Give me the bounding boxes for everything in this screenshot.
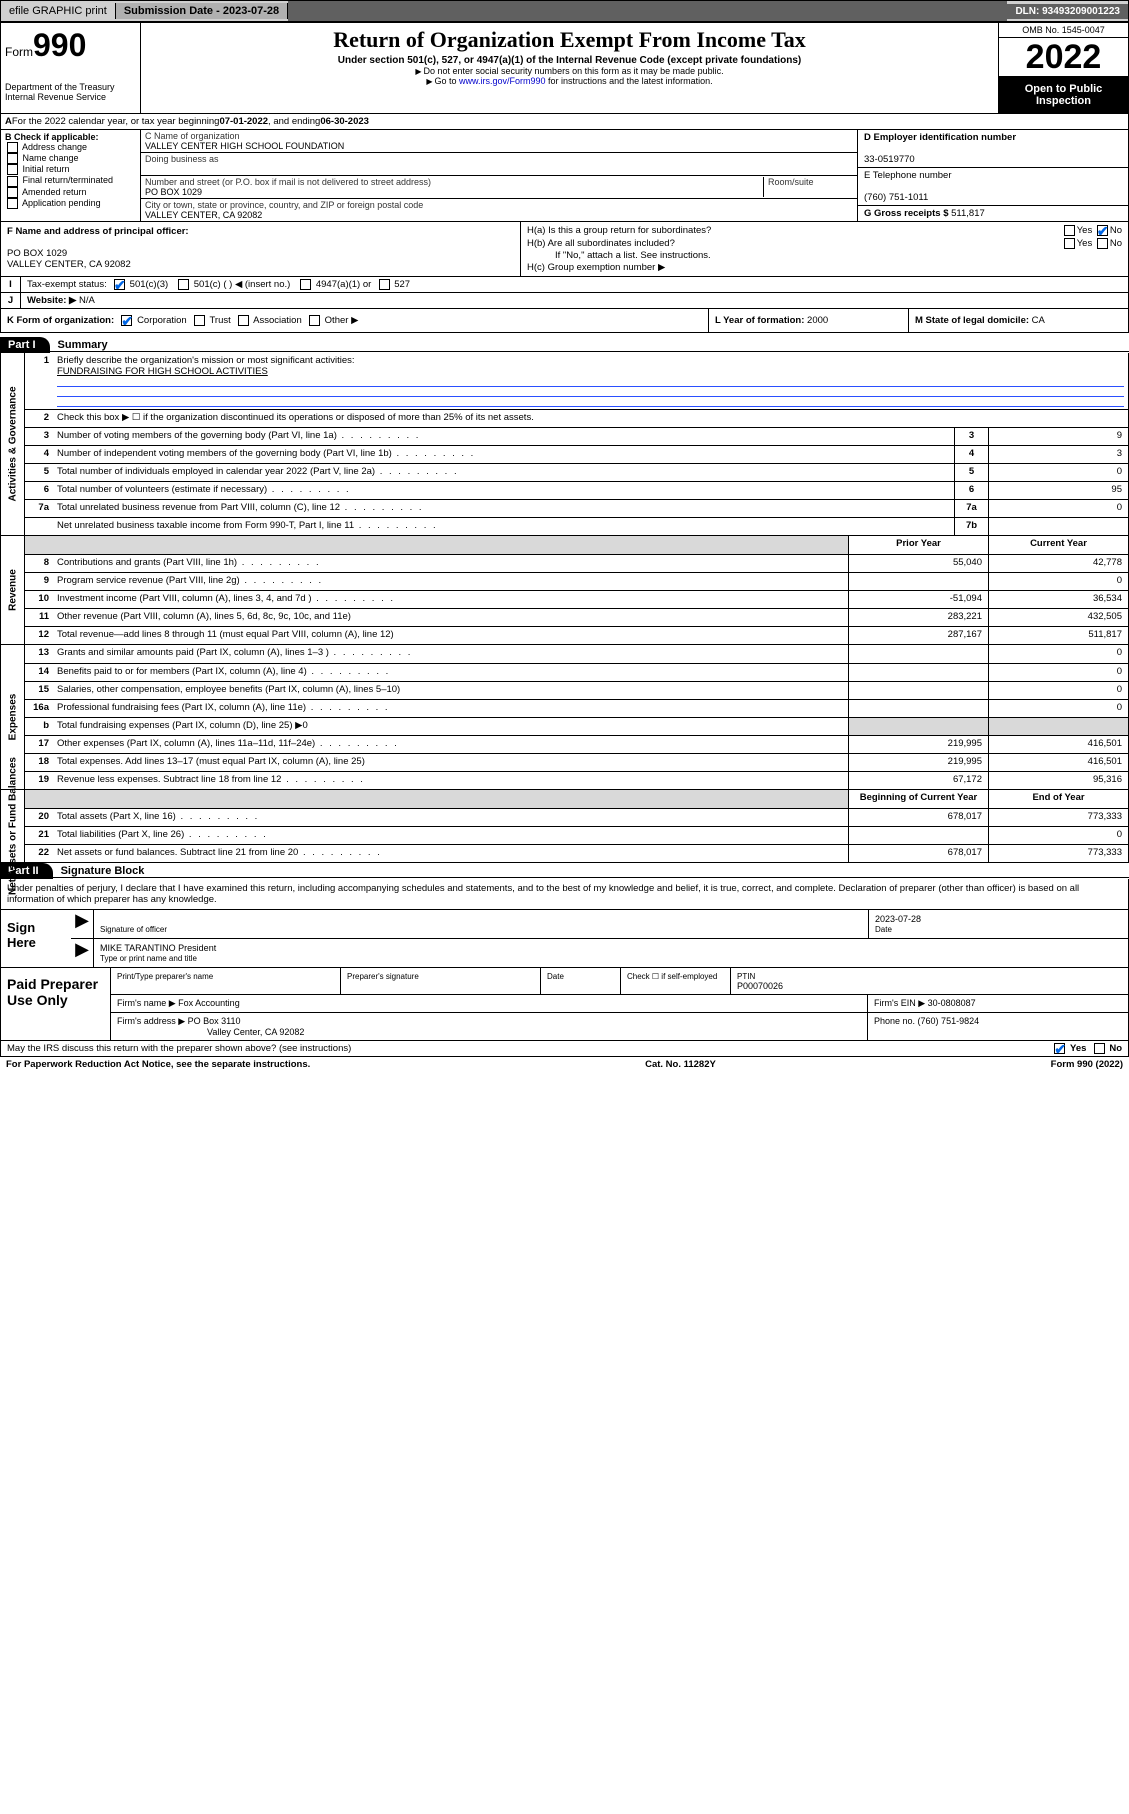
row-klm: K Form of organization: Corporation Trus… bbox=[0, 309, 1129, 333]
chk-final-return[interactable] bbox=[7, 176, 18, 187]
k-other[interactable] bbox=[309, 315, 320, 326]
block-bcde: B Check if applicable: Address change Na… bbox=[0, 130, 1129, 222]
col-b: B Check if applicable: Address change Na… bbox=[1, 130, 141, 221]
efile-label: efile GRAPHIC print bbox=[1, 3, 116, 19]
i-527[interactable] bbox=[379, 279, 390, 290]
penalties-text: Under penalties of perjury, I declare th… bbox=[0, 879, 1129, 910]
page-footer: For Paperwork Reduction Act Notice, see … bbox=[0, 1057, 1129, 1072]
ha-yes[interactable] bbox=[1064, 225, 1075, 236]
discuss-row: May the IRS discuss this return with the… bbox=[0, 1041, 1129, 1057]
i-501c3[interactable] bbox=[114, 279, 125, 290]
dln: DLN: 93493209001223 bbox=[1007, 4, 1128, 19]
sign-arrow-icon: ▶ bbox=[71, 910, 93, 938]
part1-header: Part I Summary bbox=[0, 337, 1129, 353]
irs-link[interactable]: www.irs.gov/Form990 bbox=[459, 76, 546, 86]
sign-arrow-icon-2: ▶ bbox=[71, 939, 93, 967]
sec-revenue: Revenue Prior YearCurrent Year 8Contribu… bbox=[0, 536, 1129, 645]
toolbar-spacer bbox=[288, 1, 1007, 21]
part2-header: Part II Signature Block bbox=[0, 863, 1129, 879]
paid-preparer: Paid Preparer Use Only Print/Type prepar… bbox=[0, 968, 1129, 1041]
line-a: A For the 2022 calendar year, or tax yea… bbox=[0, 114, 1129, 130]
year-block: OMB No. 1545-0047 2022 Open to Public In… bbox=[998, 23, 1128, 113]
row-j: J Website: ▶ N/A bbox=[0, 293, 1129, 309]
block-fh: F Name and address of principal officer:… bbox=[0, 222, 1129, 277]
sec-netassets: Net Assets or Fund Balances Beginning of… bbox=[0, 790, 1129, 863]
top-toolbar: efile GRAPHIC print Submission Date - 20… bbox=[0, 0, 1129, 22]
form-header: Form990 Department of the Treasury Inter… bbox=[0, 22, 1129, 114]
chk-address-change[interactable] bbox=[7, 142, 18, 153]
i-4947[interactable] bbox=[300, 279, 311, 290]
dept-label: Department of the Treasury Internal Reve… bbox=[5, 82, 136, 102]
row-i: I Tax-exempt status: 501(c)(3) 501(c) ( … bbox=[0, 277, 1129, 293]
form-id-block: Form990 Department of the Treasury Inter… bbox=[1, 23, 141, 113]
col-c: C Name of organizationVALLEY CENTER HIGH… bbox=[141, 130, 858, 221]
discuss-yes[interactable] bbox=[1054, 1043, 1065, 1054]
k-assoc[interactable] bbox=[238, 315, 249, 326]
chk-name-change[interactable] bbox=[7, 153, 18, 164]
submission-date: Submission Date - 2023-07-28 bbox=[116, 3, 288, 19]
col-d: D Employer identification number33-05197… bbox=[858, 130, 1128, 221]
col-f: F Name and address of principal officer:… bbox=[1, 222, 521, 276]
chk-amended[interactable] bbox=[7, 187, 18, 198]
hb-yes[interactable] bbox=[1064, 238, 1075, 249]
form-title: Return of Organization Exempt From Incom… bbox=[151, 27, 988, 53]
i-501c[interactable] bbox=[178, 279, 189, 290]
hb-no[interactable] bbox=[1097, 238, 1108, 249]
chk-app-pending[interactable] bbox=[7, 198, 18, 209]
ha-no[interactable] bbox=[1097, 225, 1108, 236]
discuss-no[interactable] bbox=[1094, 1043, 1105, 1054]
k-trust[interactable] bbox=[194, 315, 205, 326]
sec-expenses: Expenses 13Grants and similar amounts pa… bbox=[0, 645, 1129, 790]
col-h: H(a) Is this a group return for subordin… bbox=[521, 222, 1128, 276]
k-corp[interactable] bbox=[121, 315, 132, 326]
form-title-block: Return of Organization Exempt From Incom… bbox=[141, 23, 998, 113]
chk-initial-return[interactable] bbox=[7, 164, 18, 175]
sign-here: Sign Here ▶ Signature of officer 2023-07… bbox=[0, 910, 1129, 968]
sec-governance: Activities & Governance 1 Briefly descri… bbox=[0, 353, 1129, 536]
